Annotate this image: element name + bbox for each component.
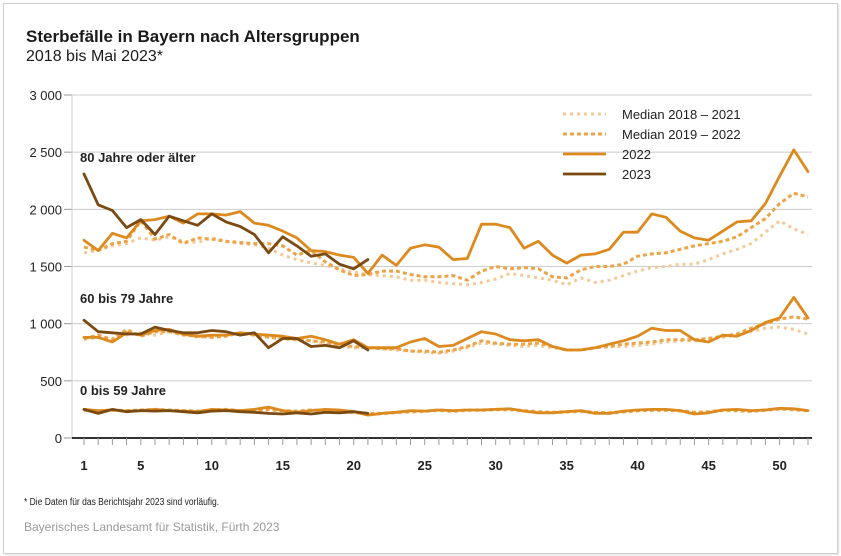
series-line-80-jahre-oder-lter-median-2018-2021 xyxy=(83,219,809,287)
x-tick-label: 1 xyxy=(80,458,87,473)
source-credit: Bayerisches Landesamt für Statistik, Für… xyxy=(24,520,280,534)
legend-label: 2023 xyxy=(622,167,651,182)
y-tick-label: 1 000 xyxy=(29,317,62,332)
y-tick-label: 0 xyxy=(55,431,62,446)
x-tick-label: 50 xyxy=(772,458,786,473)
series-line-80-jahre-oder-lter-2022 xyxy=(82,148,810,275)
y-axis: 0 500 1 000 1 500 2 000 2 500 3 000 xyxy=(29,88,73,446)
group-label-0-bis-59-jahre: 0 bis 59 Jahre xyxy=(80,383,166,398)
series-line-60-bis-79-jahre-2023 xyxy=(82,318,370,352)
y-tick-label: 2 000 xyxy=(29,202,62,217)
x-axis: 1 5 10 15 20 25 30 35 40 45 50 xyxy=(72,437,812,473)
legend-label: 2022 xyxy=(622,147,651,162)
y-tick-label: 3 000 xyxy=(29,88,62,103)
y-tick-label: 2 500 xyxy=(29,145,62,160)
series-line-0-bis-59-jahre-2023 xyxy=(82,407,370,416)
x-tick-label: 30 xyxy=(488,458,502,473)
x-tick-label: 40 xyxy=(630,458,644,473)
series-line-80-jahre-oder-lter-median-2019-2022 xyxy=(83,191,809,282)
chart-title: Sterbefälle in Bayern nach Altersgruppen xyxy=(26,27,360,46)
group-label-80-jahre-oder-lter: 80 Jahre oder älter xyxy=(80,150,196,165)
legend: Median 2018 – 2021 Median 2019 – 2022 2022… xyxy=(563,107,741,182)
x-tick-label: 10 xyxy=(205,458,219,473)
y-tick-label: 500 xyxy=(40,374,62,389)
group-labels: 80 Jahre oder älter 60 bis 79 Jahre 0 bis … xyxy=(80,150,196,398)
footnote: * Die Daten für das Berichtsjahr 2023 si… xyxy=(24,497,220,508)
x-tick-label: 25 xyxy=(417,458,431,473)
grid-lines xyxy=(72,94,812,382)
y-tick-label: 1 500 xyxy=(29,260,62,275)
legend-label: Median 2018 – 2021 xyxy=(622,107,741,122)
x-tick-label: 5 xyxy=(137,458,144,473)
chart-subtitle: 2018 bis Mai 2023* xyxy=(26,48,163,65)
x-tick-label: 45 xyxy=(701,458,715,473)
series-lines xyxy=(82,148,810,417)
legend-label: Median 2019 – 2022 xyxy=(622,127,741,142)
group-label-60-bis-79-jahre: 60 bis 79 Jahre xyxy=(80,291,173,306)
series-line-60-bis-79-jahre-2022 xyxy=(82,295,810,352)
series-line-80-jahre-oder-lter-2023 xyxy=(82,172,370,271)
x-tick-label: 20 xyxy=(346,458,360,473)
x-tick-label: 35 xyxy=(559,458,573,473)
series-line-60-bis-79-jahre-median-2018-2021 xyxy=(83,325,809,355)
x-tick-label: 15 xyxy=(276,458,290,473)
